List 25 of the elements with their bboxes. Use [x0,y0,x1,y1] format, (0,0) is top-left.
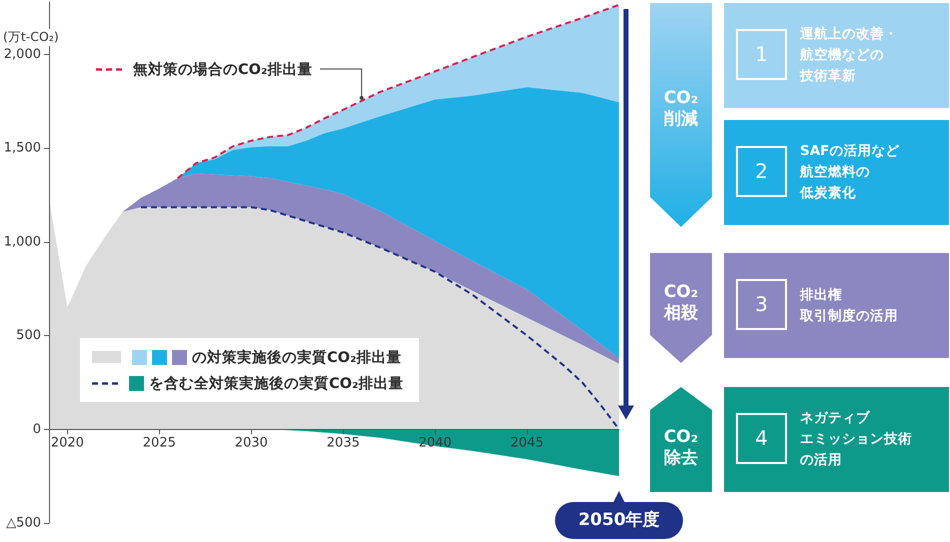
text: CO₂削減 [662,88,700,130]
text: CO₂除去 [662,427,700,469]
y-tick-label: 1,500 [4,140,41,156]
legend-box: の対策実施後の実質CO₂排出量 を含む全対策実施後の実質CO₂排出量 [80,338,420,402]
panel-box: 3 排出権取引制度の活用 [724,253,949,358]
y-tick-label: 500 [16,328,41,344]
y-tick-label: 1,000 [4,234,41,250]
panel-box: 2 SAFの活用など航空燃料の低炭素化 [724,120,949,225]
x-tick-label: 2035 [326,435,360,450]
text: CO₂相殺 [662,282,700,324]
y-axis-title: (万t-CO₂) [1,29,61,46]
y-tick-label: 0 [32,422,41,437]
x-tick-label: 2025 [142,435,176,450]
annotation: を含む全対策実施後の実質CO₂排出量 [149,374,404,393]
y-tick-label: 2,000 [4,46,41,62]
x-tick-label: 2020 [50,435,84,450]
panel-box: 1 運航上の改善・航空機などの技術革新 [724,3,949,108]
panel-box: 4 ネガティブエミッション技術の活用 [724,387,949,492]
x-tick-label: 2045 [510,435,544,450]
x-tick-label: 2030 [234,435,268,450]
annotation: 2050年度 [555,502,683,539]
x-tick-label: 2040 [418,435,452,450]
legend-label: 無対策の場合のCO₂排出量 [133,60,312,78]
annotation: の対策実施後の実質CO₂排出量 [192,348,402,367]
y-tick-label: △500 [6,516,41,530]
